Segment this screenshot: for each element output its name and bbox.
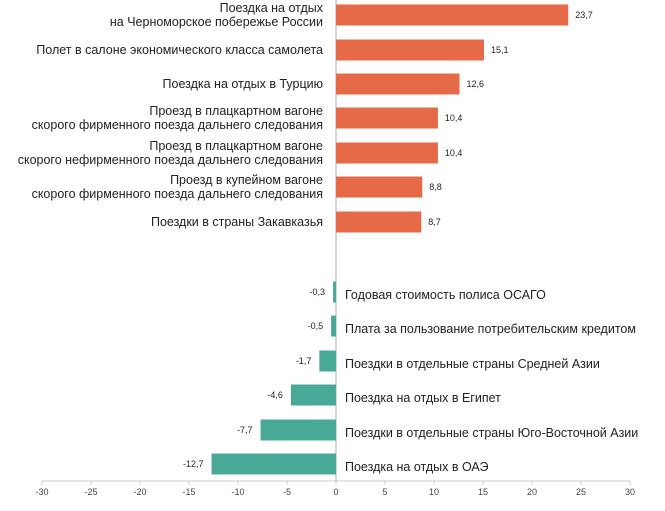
data-label: -1,7 xyxy=(296,356,312,366)
bar xyxy=(336,176,423,198)
category-label: Поездка на отдых в ОАЭ xyxy=(345,460,488,474)
bar xyxy=(211,453,336,475)
bar xyxy=(336,142,438,164)
bar xyxy=(319,350,336,372)
category-label: Поездка на отдых в Турцию xyxy=(163,77,323,91)
category-label: Поездки в страны Закавказья xyxy=(151,215,323,229)
category-label: Поездки в отдельные страны Средней Азии xyxy=(345,357,600,371)
category-label: Проезд в плацкартном вагоне xyxy=(149,139,323,153)
data-label: 8,8 xyxy=(429,182,442,192)
x-tick-label: -5 xyxy=(283,487,291,497)
category-label: Поездка на отдых в Египет xyxy=(345,391,501,405)
data-label: -0,3 xyxy=(310,287,326,297)
data-label: -12,7 xyxy=(183,459,204,469)
category-label: скорого нефирменного поезда дальнего сле… xyxy=(18,153,323,167)
bar xyxy=(336,39,484,61)
x-tick-label: 10 xyxy=(429,487,439,497)
data-label: 15,1 xyxy=(491,45,509,55)
x-tick-label: 30 xyxy=(625,487,635,497)
x-tick-label: -10 xyxy=(231,487,244,497)
category-label: скорого фирменного поезда дальнего следо… xyxy=(32,118,323,132)
x-tick-label: -15 xyxy=(182,487,195,497)
data-label: 12,6 xyxy=(466,79,484,89)
x-tick-label: 15 xyxy=(478,487,488,497)
category-label: Годовая стоимость полиса ОСАГО xyxy=(345,288,546,302)
data-label: 23,7 xyxy=(575,10,593,20)
bar xyxy=(336,4,569,26)
category-label: Поездка на отдых xyxy=(220,1,324,15)
data-label: 10,4 xyxy=(445,148,463,158)
category-label: Проезд в плацкартном вагоне xyxy=(149,104,323,118)
x-tick-label: 25 xyxy=(576,487,586,497)
bar xyxy=(336,107,438,129)
bar xyxy=(260,419,336,441)
bar xyxy=(336,73,460,95)
data-label: -0,5 xyxy=(308,321,324,331)
data-label: 10,4 xyxy=(445,113,463,123)
x-tick-label: 5 xyxy=(382,487,387,497)
bar xyxy=(333,281,336,303)
data-label: -4,6 xyxy=(267,390,283,400)
bar xyxy=(290,384,336,406)
x-tick-label: 0 xyxy=(333,487,338,497)
category-label: на Черноморское побережье России xyxy=(110,15,323,29)
data-label: -7,7 xyxy=(237,425,253,435)
x-tick-label: -20 xyxy=(133,487,146,497)
bar xyxy=(331,315,336,337)
category-label: Проезд в купейном вагоне xyxy=(170,173,323,187)
x-tick-label: 20 xyxy=(527,487,537,497)
x-tick-label: -30 xyxy=(35,487,48,497)
data-label: 8,7 xyxy=(428,217,441,227)
category-label: Плата за пользование потребительским кре… xyxy=(345,322,636,336)
category-label: Полет в салоне экономического класса сам… xyxy=(36,43,323,57)
category-label: Поездки в отдельные страны Юго-Восточной… xyxy=(345,426,638,440)
x-tick-label: -25 xyxy=(84,487,97,497)
bar xyxy=(336,211,422,233)
category-label: скорого фирменного поезда дальнего следо… xyxy=(32,187,323,201)
